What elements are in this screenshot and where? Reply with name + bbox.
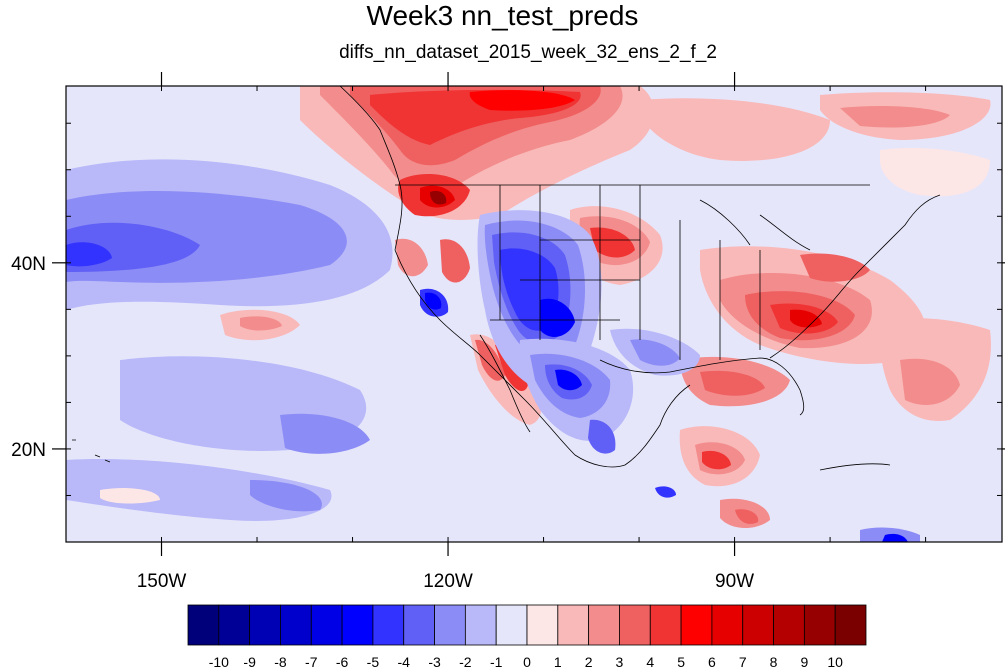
colorbar-swatch (588, 604, 620, 646)
colorbar-label: -6 (336, 654, 349, 670)
lon-tick-label: 150W (137, 571, 187, 592)
colorbar-swatch (834, 604, 867, 646)
lat-tick-label: 40N (11, 254, 46, 275)
colorbar-label: 6 (708, 654, 716, 670)
colorbar-swatch (680, 604, 713, 646)
colorbar-label: 5 (677, 654, 685, 670)
colorbar: -10 -9 -8 -7 -6 -5 -4 -3 -2 -1 0 1 2 3 4 5 6 7 8 9 10 (187, 604, 867, 670)
colorbar-label: -5 (367, 654, 380, 670)
colorbar-swatch (773, 604, 805, 646)
colorbar-label: -1 (490, 654, 503, 670)
lon-tick-label: 120W (423, 571, 473, 592)
colorbar-swatch (280, 604, 312, 646)
colorbar-swatch (341, 604, 374, 646)
colorbar-label: 8 (770, 654, 778, 670)
colorbar-swatch (742, 604, 774, 646)
colorbar-label: 2 (585, 654, 593, 670)
colorbar-label: -7 (305, 654, 318, 670)
colorbar-swatch (249, 604, 281, 646)
colorbar-swatch (372, 604, 405, 646)
coastlines (72, 86, 941, 471)
colorbar-swatch (187, 604, 220, 646)
colorbar-label: 0 (523, 654, 531, 670)
colorbar-swatch (464, 604, 497, 646)
colorbar-label: -8 (274, 654, 287, 670)
colorbar-swatch (711, 604, 744, 646)
map-subtitle: diffs_nn_dataset_2015_week_32_ens_2_f_2 (339, 42, 717, 63)
colorbar-swatch (557, 604, 590, 646)
colorbar-label: 9 (800, 654, 808, 670)
colorbar-swatch (526, 604, 559, 646)
colorbar-swatch (310, 604, 343, 646)
colorbar-label: -3 (428, 654, 441, 670)
lat-tick-label: 20N (11, 440, 46, 461)
colorbar-swatch (403, 604, 435, 646)
colorbar-label: -2 (459, 654, 472, 670)
colorbar-swatch (619, 604, 651, 646)
colorbar-label: -9 (243, 654, 256, 670)
map-frame (65, 85, 1003, 543)
colorbar-label: -10 (209, 654, 229, 670)
colorbar-swatch (434, 604, 466, 646)
colorbar-swatch (803, 604, 836, 646)
colorbar-label: 10 (827, 654, 843, 670)
lon-tick-label: 90W (715, 571, 754, 592)
colorbar-swatch (495, 604, 528, 646)
colorbar-label: 3 (616, 654, 624, 670)
colorbar-label: 4 (646, 654, 654, 670)
colorbar-swatch (649, 604, 682, 646)
colorbar-label: 7 (739, 654, 747, 670)
colorbar-label: 1 (554, 654, 562, 670)
map-title: Week3 nn_test_preds (366, 0, 639, 31)
colorbar-label: -4 (398, 654, 411, 670)
map-field (66, 86, 1002, 542)
colorbar-swatch (218, 604, 251, 646)
map-axes: 150W 120W 90W 40N 20N (11, 72, 1005, 592)
